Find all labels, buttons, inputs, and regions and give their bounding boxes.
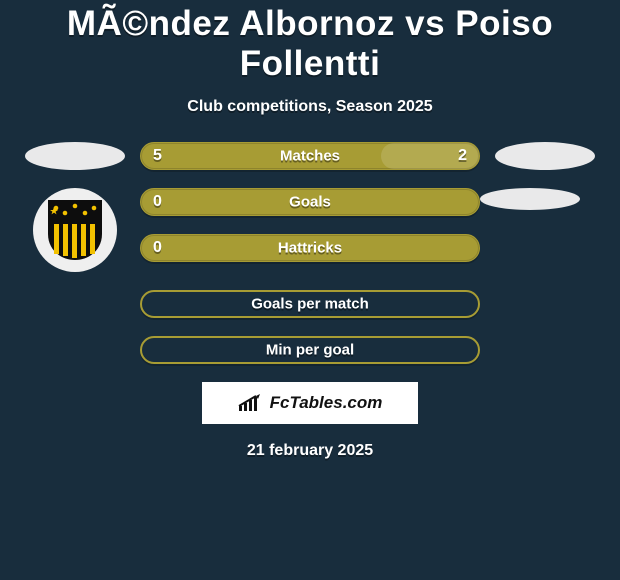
stat-label: Goals [289, 194, 331, 211]
footer-date: 21 february 2025 [0, 442, 620, 460]
stats-block: 5 Matches 2 [0, 142, 620, 364]
branding-inner: FcTables.com [202, 382, 418, 424]
page-title: MÃ©ndez Albornoz vs Poiso Follentti [0, 4, 620, 84]
player1-ellipse [25, 142, 125, 170]
stat-left-value: 0 [153, 193, 162, 211]
stat-bar: 0 Hattricks [140, 234, 480, 262]
subtitle: Club competitions, Season 2025 [0, 98, 620, 116]
stat-row-matches: 5 Matches 2 [0, 142, 620, 170]
stat-bar: Min per goal [140, 336, 480, 364]
club-crest [33, 188, 117, 272]
bars-icon [238, 394, 266, 412]
player2-ellipse [495, 142, 595, 170]
stat-label: Matches [280, 148, 340, 165]
stat-bar: 0 Goals [140, 188, 480, 216]
stat-row-mpg: Min per goal [0, 336, 620, 364]
stat-label: Goals per match [251, 296, 369, 313]
branding-box: FcTables.com [0, 382, 620, 424]
stat-label: Hattricks [278, 240, 342, 257]
shield-icon [46, 198, 104, 262]
crest-and-two-stats: 0 Goals 0 Hattricks [0, 188, 620, 272]
stat-left-value: 5 [153, 147, 162, 165]
player2-ellipse [480, 188, 580, 210]
stat-bar: 5 Matches 2 [140, 142, 480, 170]
stat-right-value: 2 [458, 147, 467, 165]
stat-label: Min per goal [266, 342, 354, 359]
stat-left-value: 0 [153, 239, 162, 257]
stat-row-gpm: Goals per match [0, 290, 620, 318]
branding-text: FcTables.com [270, 393, 383, 413]
stat-bar: Goals per match [140, 290, 480, 318]
